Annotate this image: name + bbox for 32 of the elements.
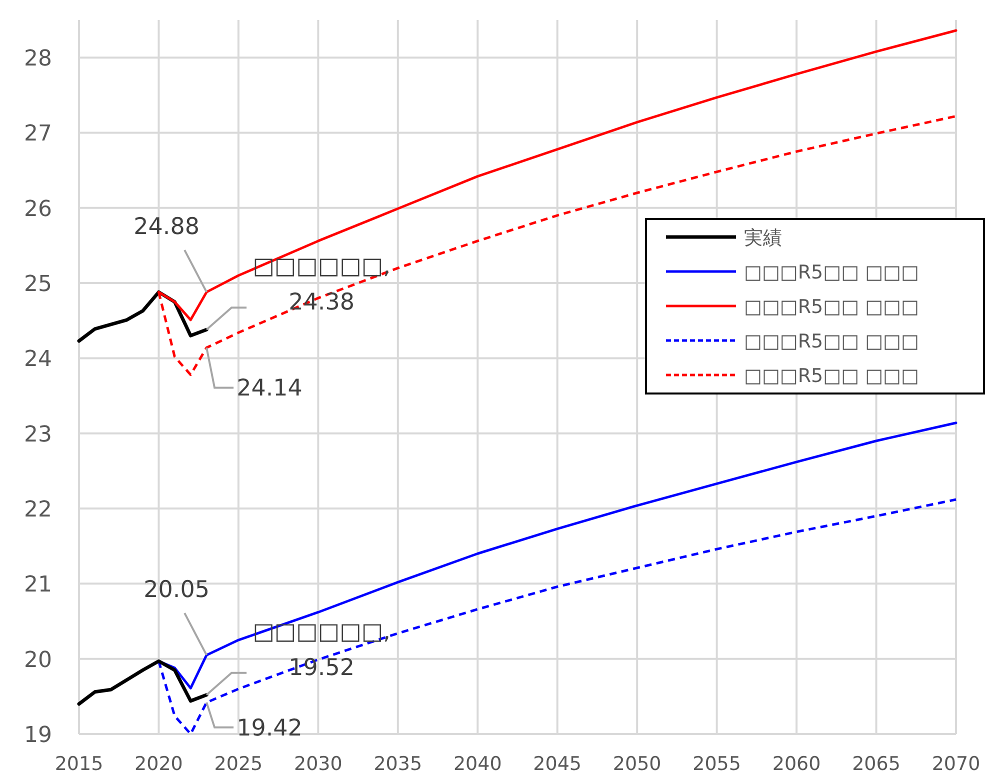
x-tick-label: 2020 <box>134 753 183 775</box>
y-tick-label: 24 <box>24 347 52 372</box>
y-tick-label: 28 <box>24 46 52 72</box>
x-tick-label: 2025 <box>214 753 263 775</box>
y-tick-label: 25 <box>24 272 52 298</box>
line-series <box>77 659 208 706</box>
y-tick-label: 21 <box>24 572 52 598</box>
y-tick-label: 27 <box>24 122 52 147</box>
data-label: 24.88 <box>134 214 200 240</box>
y-tick-label: 23 <box>24 422 52 448</box>
x-tick-label: 2015 <box>54 753 104 775</box>
x-tick-label: 2045 <box>533 753 582 775</box>
legend-label: □□□R5□□ □□□ <box>744 330 919 352</box>
legend-label: □□□R5□□ □□□ <box>744 296 919 318</box>
y-tick-label: 26 <box>24 196 52 222</box>
data-label: 20.05 <box>144 577 210 604</box>
x-tick-label: 2030 <box>294 753 342 775</box>
data-label: 24.14 <box>236 376 302 402</box>
x-tick-label: 2035 <box>374 753 422 775</box>
y-tick-label: 20 <box>24 648 52 673</box>
y-tick-label: 19 <box>24 723 52 748</box>
legend-label: □□□R5□□ □□□ <box>744 262 919 284</box>
y-tick-label: 22 <box>24 498 52 523</box>
legend-label: 実績 <box>744 227 782 249</box>
x-tick-label: 2055 <box>692 753 741 775</box>
x-tick-label: 2070 <box>932 753 980 775</box>
data-label: 19.42 <box>236 715 302 742</box>
legend-label: □□□R5□□ □□□ <box>744 365 919 387</box>
x-tick-label: 2050 <box>612 753 662 775</box>
x-tick-label: 2065 <box>852 753 900 775</box>
x-tick-label: 2040 <box>453 753 502 775</box>
x-tick-label: 2060 <box>772 753 821 775</box>
